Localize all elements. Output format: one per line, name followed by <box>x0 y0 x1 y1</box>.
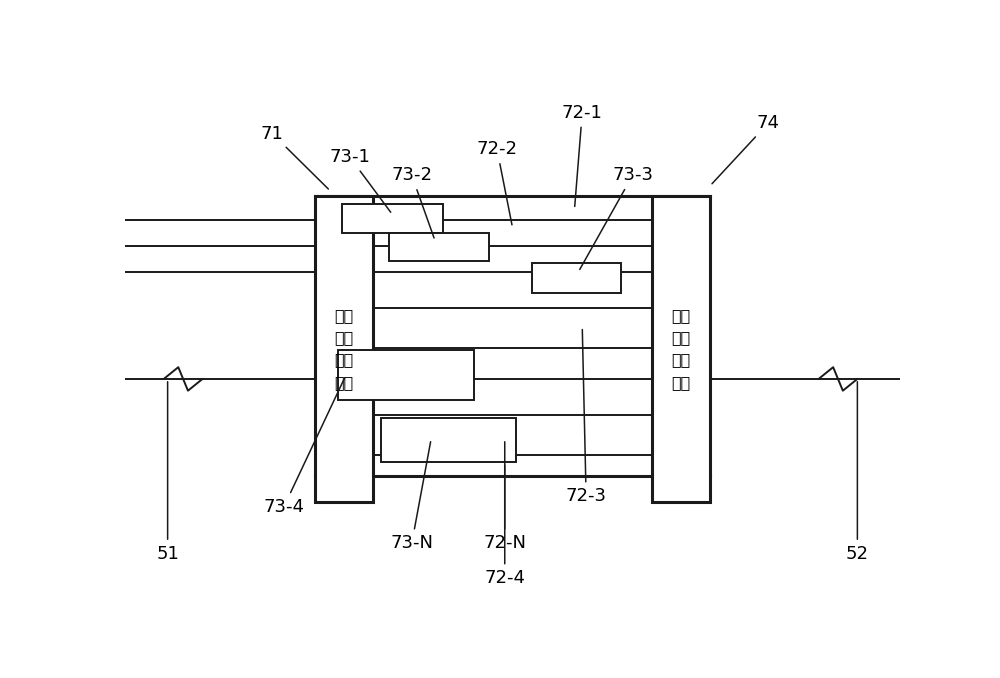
Bar <box>388 233 489 262</box>
Text: 73-2: 73-2 <box>391 166 434 238</box>
Bar <box>342 204 443 233</box>
Text: 74: 74 <box>712 114 780 184</box>
Bar <box>532 262 621 293</box>
Text: 72-2: 72-2 <box>477 140 518 225</box>
Text: 73-1: 73-1 <box>329 148 391 212</box>
Text: 72-3: 72-3 <box>566 330 607 505</box>
Text: 72-4: 72-4 <box>484 465 525 587</box>
Text: 73-N: 73-N <box>390 441 433 553</box>
Bar <box>315 196 373 502</box>
Bar <box>381 418 516 462</box>
Text: 73-3: 73-3 <box>580 166 653 269</box>
Text: 73-4: 73-4 <box>263 378 345 516</box>
Bar <box>338 351 474 400</box>
Text: 72-1: 72-1 <box>562 104 603 207</box>
Text: 51: 51 <box>156 382 179 563</box>
Text: 多合
一供
水连
通器: 多合 一供 水连 通器 <box>671 308 691 390</box>
Text: 71: 71 <box>261 125 328 189</box>
Bar <box>652 196 710 502</box>
Text: 72-N: 72-N <box>483 442 526 553</box>
Text: 52: 52 <box>846 382 869 563</box>
Text: 一分
多供
水连
通器: 一分 多供 水连 通器 <box>334 308 354 390</box>
